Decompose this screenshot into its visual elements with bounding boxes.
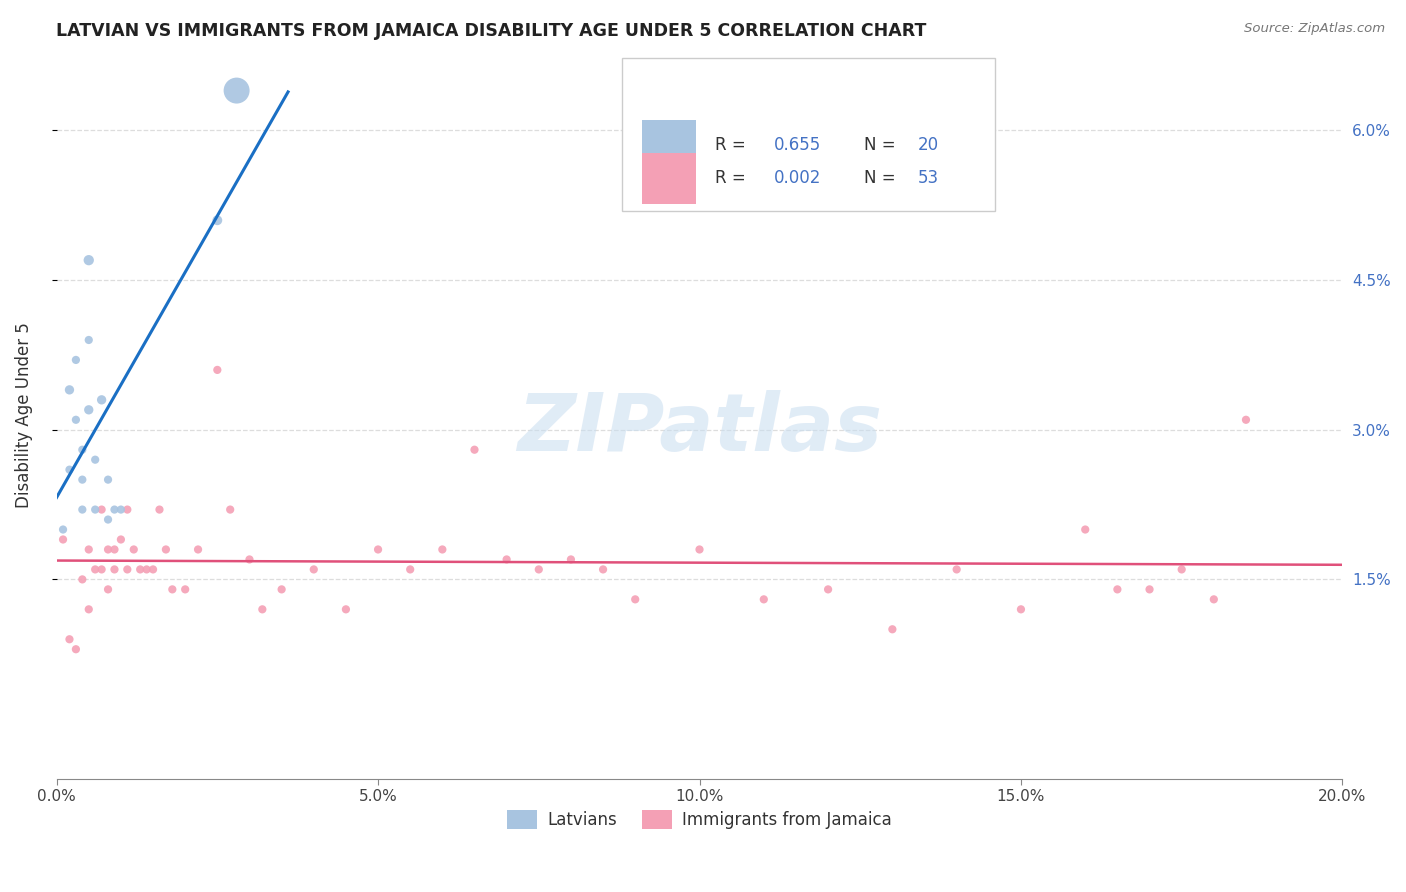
FancyBboxPatch shape — [641, 153, 696, 203]
Point — [527, 562, 550, 576]
Point — [463, 442, 485, 457]
Point — [155, 542, 177, 557]
Point — [882, 622, 904, 636]
Point — [110, 502, 132, 516]
Point — [77, 333, 100, 347]
FancyBboxPatch shape — [623, 58, 995, 211]
Point — [148, 502, 170, 516]
Point — [84, 452, 107, 467]
Point — [367, 542, 389, 557]
Point — [162, 582, 184, 597]
Point — [58, 383, 80, 397]
Text: 0.002: 0.002 — [775, 169, 821, 187]
Point — [270, 582, 292, 597]
Point — [65, 642, 87, 657]
Text: N =: N = — [865, 136, 901, 153]
Point — [52, 523, 75, 537]
Point — [207, 363, 229, 377]
Point — [72, 573, 94, 587]
Point — [65, 413, 87, 427]
Point — [117, 502, 139, 516]
Point — [97, 512, 120, 526]
Point — [1139, 582, 1161, 597]
Point — [72, 502, 94, 516]
Point — [225, 84, 247, 98]
Text: 0.655: 0.655 — [775, 136, 821, 153]
Text: LATVIAN VS IMMIGRANTS FROM JAMAICA DISABILITY AGE UNDER 5 CORRELATION CHART: LATVIAN VS IMMIGRANTS FROM JAMAICA DISAB… — [56, 22, 927, 40]
Point — [129, 562, 152, 576]
Point — [252, 602, 274, 616]
Point — [1234, 413, 1257, 427]
Point — [752, 592, 775, 607]
Point — [495, 552, 517, 566]
Point — [52, 533, 75, 547]
Legend: Latvians, Immigrants from Jamaica: Latvians, Immigrants from Jamaica — [501, 804, 898, 836]
Text: 53: 53 — [918, 169, 939, 187]
Text: R =: R = — [714, 136, 751, 153]
Point — [97, 582, 120, 597]
Point — [1107, 582, 1129, 597]
Point — [238, 552, 260, 566]
Point — [117, 562, 139, 576]
Point — [90, 392, 112, 407]
Point — [689, 542, 711, 557]
Point — [122, 542, 145, 557]
Point — [335, 602, 357, 616]
Point — [1010, 602, 1032, 616]
Point — [77, 402, 100, 417]
Point — [103, 562, 125, 576]
Point — [77, 602, 100, 616]
Point — [174, 582, 197, 597]
Point — [219, 502, 242, 516]
Text: 20: 20 — [918, 136, 939, 153]
Text: R =: R = — [714, 169, 751, 187]
Point — [592, 562, 614, 576]
Text: N =: N = — [865, 169, 901, 187]
Point — [65, 353, 87, 368]
Point — [84, 502, 107, 516]
Point — [399, 562, 422, 576]
Point — [90, 562, 112, 576]
Text: ZIPatlas: ZIPatlas — [517, 391, 882, 468]
Point — [1202, 592, 1225, 607]
Point — [84, 562, 107, 576]
Point — [90, 502, 112, 516]
Point — [624, 592, 647, 607]
Text: Source: ZipAtlas.com: Source: ZipAtlas.com — [1244, 22, 1385, 36]
Point — [135, 562, 157, 576]
Point — [110, 533, 132, 547]
Point — [560, 552, 582, 566]
Point — [302, 562, 325, 576]
Point — [97, 542, 120, 557]
Point — [187, 542, 209, 557]
FancyBboxPatch shape — [641, 120, 696, 171]
Point — [207, 213, 229, 227]
Point — [945, 562, 967, 576]
Point — [72, 473, 94, 487]
Point — [142, 562, 165, 576]
Point — [72, 442, 94, 457]
Point — [77, 542, 100, 557]
Point — [817, 582, 839, 597]
Point — [97, 473, 120, 487]
Point — [58, 632, 80, 647]
Point — [1074, 523, 1097, 537]
Point — [1170, 562, 1192, 576]
Point — [77, 253, 100, 268]
Point — [432, 542, 454, 557]
Point — [58, 463, 80, 477]
Y-axis label: Disability Age Under 5: Disability Age Under 5 — [15, 322, 32, 508]
Point — [103, 542, 125, 557]
Point — [103, 502, 125, 516]
